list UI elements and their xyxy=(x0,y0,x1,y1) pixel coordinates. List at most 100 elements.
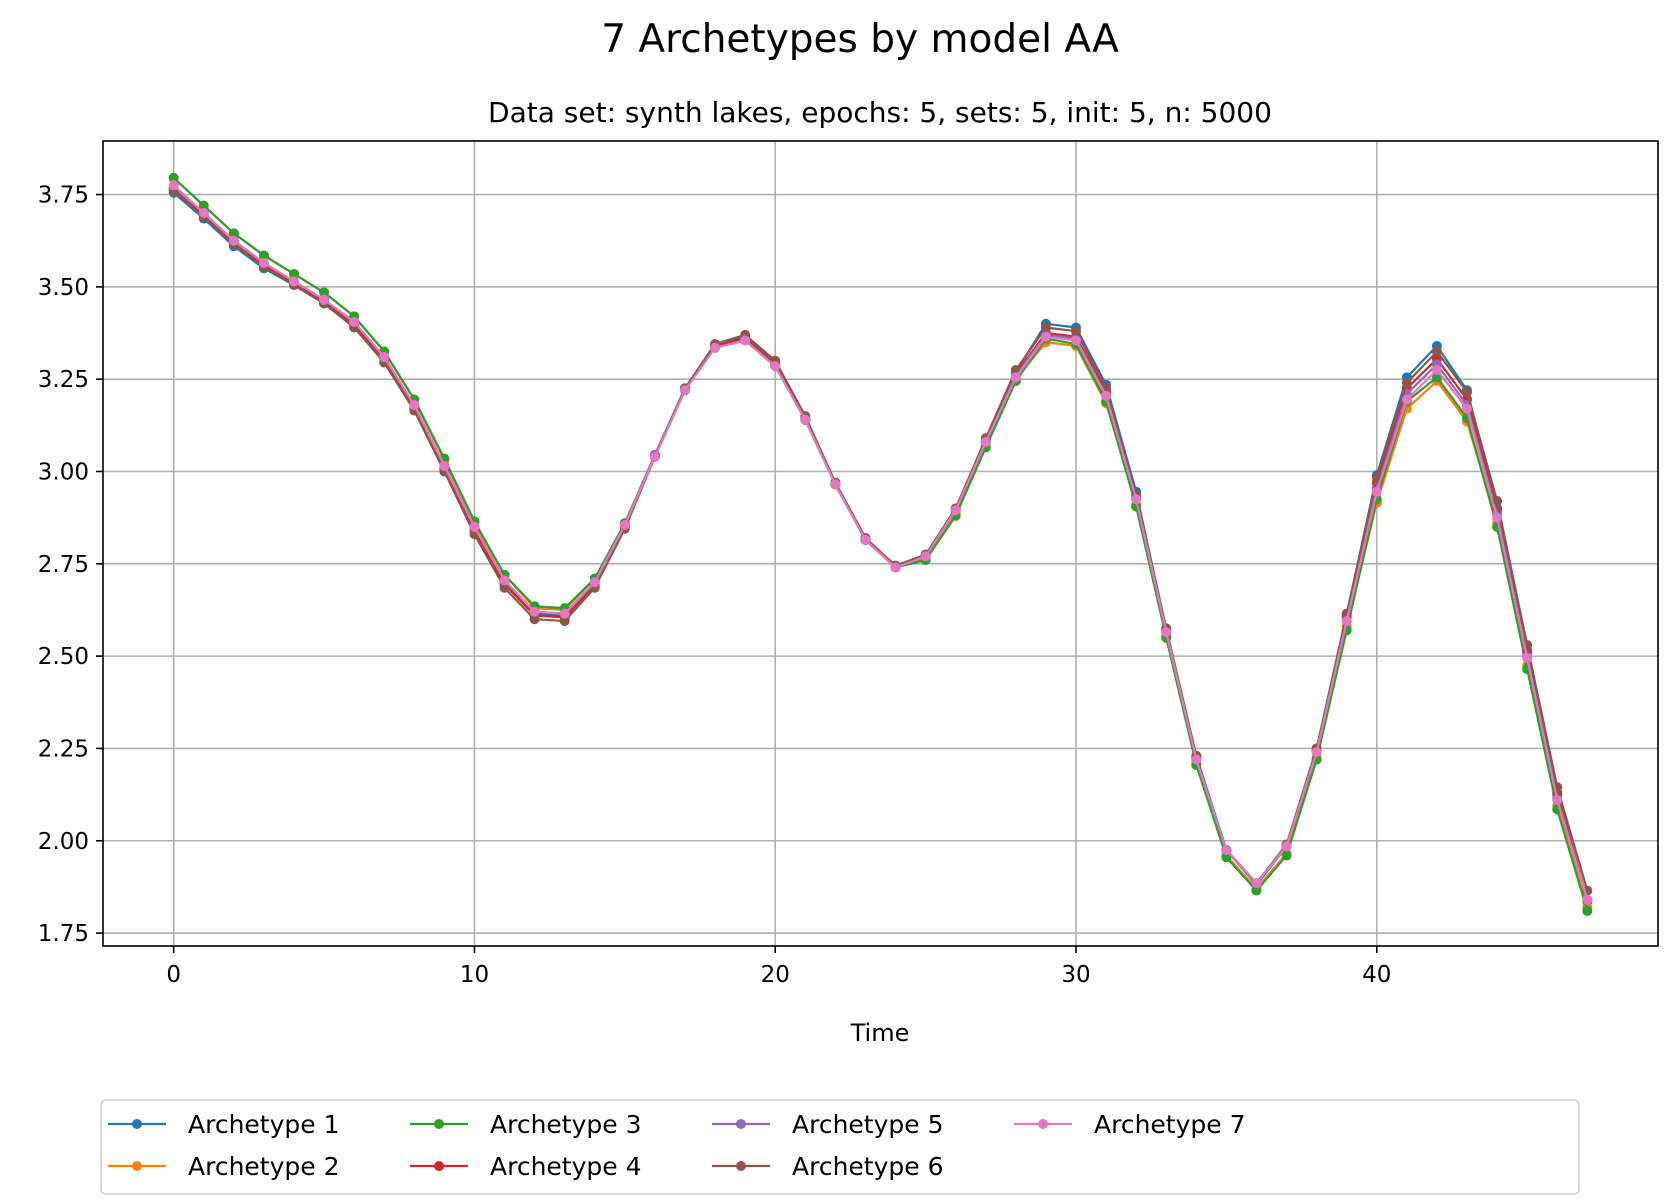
y-tick-label: 3.25 xyxy=(38,367,89,393)
legend-item: Archetype 7 xyxy=(1014,1110,1246,1139)
data-point xyxy=(1071,335,1081,346)
data-point xyxy=(649,451,660,462)
x-tick-label: 30 xyxy=(1061,962,1090,988)
data-point xyxy=(1462,403,1473,414)
legend-item: Archetype 6 xyxy=(712,1152,944,1181)
data-point xyxy=(619,520,630,531)
data-point xyxy=(1281,841,1292,852)
data-point xyxy=(860,534,871,545)
y-tick-label: 2.00 xyxy=(38,829,89,855)
legend-item: Archetype 5 xyxy=(712,1110,944,1139)
data-point xyxy=(499,582,510,593)
data-point xyxy=(1071,326,1081,337)
axis-ticks: 0 10 20 30 40 1.75 2.00 2.25 2.50 2.75 3.00 3.25 3.5… xyxy=(38,183,1392,988)
data-point xyxy=(1131,494,1142,505)
data-point xyxy=(1371,486,1382,497)
data-point xyxy=(198,208,209,219)
data-point xyxy=(1251,878,1262,889)
data-point xyxy=(288,276,299,287)
legend-label: Archetype 5 xyxy=(792,1110,944,1139)
data-point xyxy=(258,250,269,261)
data-point xyxy=(1462,387,1473,398)
y-tick-label: 2.25 xyxy=(38,736,89,762)
data-point xyxy=(740,335,751,346)
legend-swatch-marker xyxy=(434,1119,444,1129)
data-point xyxy=(228,228,239,239)
data-point xyxy=(559,608,570,619)
data-point xyxy=(1431,346,1442,357)
grid xyxy=(103,141,1658,946)
data-point xyxy=(409,400,420,411)
data-point xyxy=(1251,885,1262,896)
legend-item: Archetype 1 xyxy=(108,1110,340,1139)
data-point xyxy=(349,316,360,327)
data-point xyxy=(1582,894,1593,905)
data-point xyxy=(890,562,901,573)
y-tick-label: 3.75 xyxy=(38,183,89,209)
data-point xyxy=(1010,372,1021,383)
data-point xyxy=(1191,754,1202,765)
legend-label: Archetype 1 xyxy=(188,1110,340,1139)
data-point xyxy=(1401,394,1412,405)
legend-swatch-marker xyxy=(736,1161,746,1171)
data-point xyxy=(1401,377,1412,388)
data-point xyxy=(680,385,690,396)
data-point xyxy=(589,577,600,588)
data-point xyxy=(1552,795,1563,806)
data-point xyxy=(1101,390,1112,401)
data-point xyxy=(710,342,721,353)
legend-item: Archetype 3 xyxy=(410,1110,642,1139)
data-point xyxy=(920,551,931,562)
data-point xyxy=(1522,652,1533,663)
data-point xyxy=(288,268,299,279)
legend-items: Archetype 1 Archetype 2 Archetype 3 Archety… xyxy=(108,1110,1246,1181)
y-tick-label: 2.75 xyxy=(38,552,89,578)
legend-item: Archetype 4 xyxy=(410,1152,642,1181)
x-tick-label: 0 xyxy=(166,962,181,988)
legend-swatch-marker xyxy=(1038,1119,1048,1129)
legend: Archetype 1 Archetype 2 Archetype 3 Archety… xyxy=(100,1099,1580,1195)
legend-swatch-marker xyxy=(132,1119,142,1129)
series-line xyxy=(172,190,1589,891)
y-tick-label: 2.50 xyxy=(38,644,89,670)
data-point xyxy=(1281,850,1292,861)
data-point xyxy=(228,235,239,246)
x-tick-label: 40 xyxy=(1362,962,1391,988)
data-point xyxy=(258,257,269,268)
data-point xyxy=(1040,331,1051,342)
data-point xyxy=(1582,905,1593,916)
data-point xyxy=(319,294,330,305)
data-point xyxy=(439,460,450,471)
data-point xyxy=(950,505,961,516)
data-point xyxy=(1311,747,1322,758)
series-lines xyxy=(168,172,1593,916)
data-point xyxy=(1161,627,1172,638)
data-point xyxy=(1221,852,1232,863)
data-point xyxy=(770,361,781,372)
data-point xyxy=(529,606,540,617)
x-axis-label: Time xyxy=(850,1019,910,1047)
legend-label: Archetype 4 xyxy=(490,1152,642,1181)
plot-frame xyxy=(102,140,1659,947)
y-tick-label: 3.50 xyxy=(38,275,89,301)
legend-label: Archetype 7 xyxy=(1094,1110,1246,1139)
data-point xyxy=(1221,844,1232,855)
legend-label: Archetype 6 xyxy=(792,1152,944,1181)
y-tick-label: 3.00 xyxy=(38,459,89,485)
data-point xyxy=(1341,616,1352,627)
legend-label: Archetype 3 xyxy=(490,1110,642,1139)
data-point xyxy=(800,414,811,425)
series-archetype-7 xyxy=(168,180,1593,905)
data-point xyxy=(379,352,390,363)
data-point xyxy=(559,616,570,627)
chart-subtitle: Data set: synth lakes, epochs: 5, sets: … xyxy=(488,96,1272,129)
legend-swatch-marker xyxy=(132,1161,142,1171)
legend-box xyxy=(100,1099,1580,1195)
series-line xyxy=(172,184,1589,901)
legend-item: Archetype 2 xyxy=(108,1152,340,1181)
data-point xyxy=(168,172,179,183)
data-point xyxy=(499,575,510,586)
x-tick-label: 20 xyxy=(761,962,790,988)
